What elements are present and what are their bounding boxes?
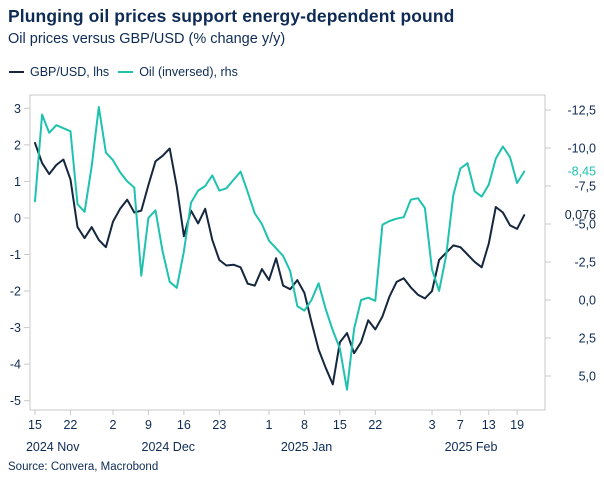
legend-item-oil: Oil (inversed), rhs (118, 65, 238, 79)
left-axis-label: -2 (10, 285, 21, 299)
gbpusd-current-value-label: 0,076 (565, 208, 596, 222)
legend-swatch-oil-icon (118, 70, 134, 74)
x-axis-day-label: 19 (510, 418, 524, 432)
x-axis-month-label: 2025 Jan (281, 440, 332, 454)
x-axis-day-label: 23 (212, 418, 226, 432)
x-axis-day-label: 7 (457, 418, 464, 432)
right-axis-label: 0,0 (579, 294, 596, 308)
legend-swatch-gbpusd-icon (9, 70, 24, 74)
source-note: Source: Convera, Macrobond (8, 461, 159, 473)
x-axis-day-label: 16 (177, 418, 191, 432)
left-axis-label: 1 (14, 175, 21, 189)
x-axis-day-label: 8 (301, 418, 308, 432)
chart-header: Plunging oil prices support energy-depen… (8, 6, 454, 47)
left-axis-label: 2 (14, 138, 21, 152)
gbpusd-line (34, 142, 526, 386)
right-axis-label: -12,5 (568, 104, 597, 118)
chart-subtitle: Oil prices versus GBP/USD (% change y/y) (8, 31, 286, 47)
x-axis-day-label: 22 (63, 418, 77, 432)
x-axis-day-label: 22 (368, 418, 382, 432)
legend-label-oil: Oil (inversed), rhs (139, 65, 238, 79)
left-axis-label: -3 (10, 321, 21, 335)
right-axis-label: 2,5 (579, 332, 596, 346)
x-axis-day-label: 15 (333, 418, 347, 432)
left-axis-label: -5 (10, 394, 21, 408)
legend-item-gbpusd: GBP/USD, lhs (9, 65, 109, 79)
right-axis-label: -10,0 (568, 142, 597, 156)
x-axis-day-label: 3 (429, 418, 436, 432)
page-title: Plunging oil prices support energy-depen… (8, 6, 455, 26)
right-axis-label: 5,0 (579, 370, 596, 384)
plot-frame (29, 94, 546, 411)
right-axis-label: -5,0 (574, 218, 596, 232)
left-axis-label: -1 (10, 248, 21, 262)
x-axis-day-label: 2 (110, 418, 117, 432)
left-axis-label: -4 (10, 358, 21, 372)
x-axis-month-label: 2024 Nov (26, 440, 80, 454)
x-axis-day-label: 13 (482, 418, 496, 432)
chart-legend: GBP/USD, lhs Oil (inversed), rhs (9, 65, 238, 79)
x-axis-day-label: 1 (265, 418, 272, 432)
x-axis-day-label: 9 (145, 418, 152, 432)
left-axis-label: 0 (14, 211, 21, 225)
right-axis-label: -7,5 (574, 180, 596, 194)
oil-current-value-label: -8,45 (568, 165, 597, 179)
left-axis-label: 3 (14, 102, 21, 116)
legend-label-gbpusd: GBP/USD, lhs (30, 65, 110, 79)
oil-line (34, 106, 526, 391)
right-axis-label: -2,5 (574, 256, 596, 270)
x-axis-day-label: 15 (28, 418, 42, 432)
x-axis-month-label: 2025 Feb (445, 440, 498, 454)
x-axis-month-label: 2024 Dec (142, 440, 196, 454)
